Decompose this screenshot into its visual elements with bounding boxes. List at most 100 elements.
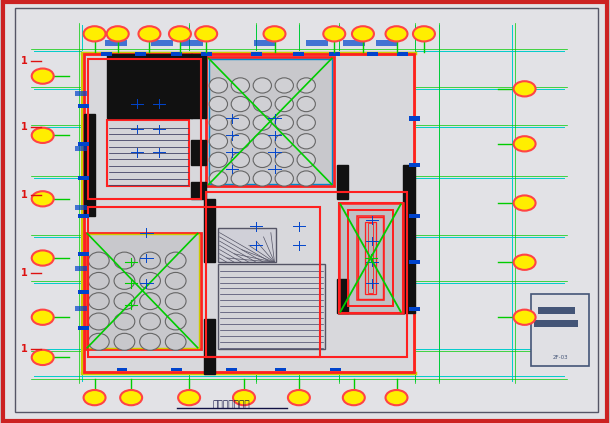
- Bar: [358, 217, 383, 299]
- Bar: [403, 165, 415, 313]
- Ellipse shape: [253, 152, 271, 168]
- Bar: [105, 40, 127, 46]
- Circle shape: [32, 250, 54, 266]
- Bar: [339, 203, 403, 313]
- Ellipse shape: [253, 78, 271, 93]
- Bar: [204, 319, 215, 374]
- Bar: [293, 52, 304, 56]
- Bar: [348, 210, 393, 306]
- Ellipse shape: [88, 293, 109, 310]
- Bar: [409, 260, 420, 264]
- Bar: [209, 59, 332, 184]
- Bar: [306, 40, 328, 46]
- Ellipse shape: [165, 293, 186, 310]
- Circle shape: [343, 390, 365, 405]
- Bar: [254, 40, 276, 46]
- Ellipse shape: [275, 115, 293, 130]
- Bar: [343, 40, 365, 46]
- Ellipse shape: [209, 96, 228, 112]
- Ellipse shape: [209, 78, 228, 93]
- Ellipse shape: [275, 152, 293, 168]
- Ellipse shape: [297, 115, 315, 130]
- Bar: [88, 59, 201, 199]
- Bar: [397, 52, 408, 56]
- Circle shape: [178, 390, 200, 405]
- Text: 1: 1: [21, 190, 28, 200]
- Ellipse shape: [165, 313, 186, 330]
- Ellipse shape: [253, 171, 271, 186]
- Bar: [107, 120, 189, 186]
- Circle shape: [386, 390, 407, 405]
- Bar: [357, 216, 384, 300]
- Bar: [84, 114, 95, 216]
- Ellipse shape: [231, 115, 249, 130]
- Bar: [534, 320, 578, 327]
- Bar: [218, 228, 276, 262]
- Ellipse shape: [114, 252, 135, 269]
- Ellipse shape: [88, 333, 109, 350]
- Bar: [339, 203, 403, 313]
- Bar: [206, 57, 334, 186]
- Circle shape: [195, 26, 217, 41]
- Bar: [135, 52, 146, 56]
- Bar: [409, 214, 420, 218]
- Text: 1: 1: [21, 122, 28, 132]
- Ellipse shape: [165, 252, 186, 269]
- Bar: [107, 54, 192, 118]
- Ellipse shape: [140, 313, 160, 330]
- Ellipse shape: [297, 96, 315, 112]
- Bar: [206, 192, 407, 357]
- Bar: [78, 142, 89, 146]
- Circle shape: [32, 191, 54, 206]
- Circle shape: [514, 255, 536, 270]
- Bar: [75, 91, 87, 96]
- Bar: [218, 264, 325, 349]
- Text: 二层灯具开线图: 二层灯具开线图: [213, 401, 251, 410]
- Bar: [191, 140, 206, 165]
- Bar: [531, 294, 589, 366]
- Bar: [409, 307, 420, 311]
- Circle shape: [514, 310, 536, 325]
- Ellipse shape: [165, 333, 186, 350]
- Bar: [88, 207, 320, 357]
- Circle shape: [386, 26, 407, 41]
- Bar: [75, 146, 87, 151]
- Bar: [365, 222, 376, 294]
- Circle shape: [323, 26, 345, 41]
- Bar: [366, 223, 377, 293]
- Ellipse shape: [275, 78, 293, 93]
- Bar: [82, 51, 415, 374]
- Bar: [538, 307, 575, 314]
- Text: 2F-03: 2F-03: [552, 355, 568, 360]
- Bar: [376, 40, 398, 46]
- Ellipse shape: [275, 134, 293, 149]
- Bar: [78, 326, 89, 330]
- Circle shape: [32, 350, 54, 365]
- Bar: [78, 104, 89, 108]
- Bar: [204, 199, 215, 262]
- Circle shape: [84, 390, 106, 405]
- Ellipse shape: [231, 171, 249, 186]
- Ellipse shape: [253, 115, 271, 130]
- Ellipse shape: [114, 272, 135, 289]
- Ellipse shape: [209, 134, 228, 149]
- Bar: [75, 306, 87, 311]
- Ellipse shape: [209, 171, 228, 186]
- Bar: [87, 234, 199, 348]
- Ellipse shape: [140, 293, 160, 310]
- Circle shape: [169, 26, 191, 41]
- Bar: [226, 368, 237, 371]
- Bar: [75, 205, 87, 210]
- Circle shape: [32, 310, 54, 325]
- Ellipse shape: [88, 252, 109, 269]
- Bar: [339, 203, 403, 313]
- Bar: [191, 182, 206, 199]
- Ellipse shape: [275, 171, 293, 186]
- Circle shape: [352, 26, 374, 41]
- Bar: [337, 279, 348, 313]
- Ellipse shape: [114, 333, 135, 350]
- Text: 1: 1: [21, 344, 28, 354]
- Bar: [101, 52, 112, 56]
- Circle shape: [32, 128, 54, 143]
- Ellipse shape: [275, 96, 293, 112]
